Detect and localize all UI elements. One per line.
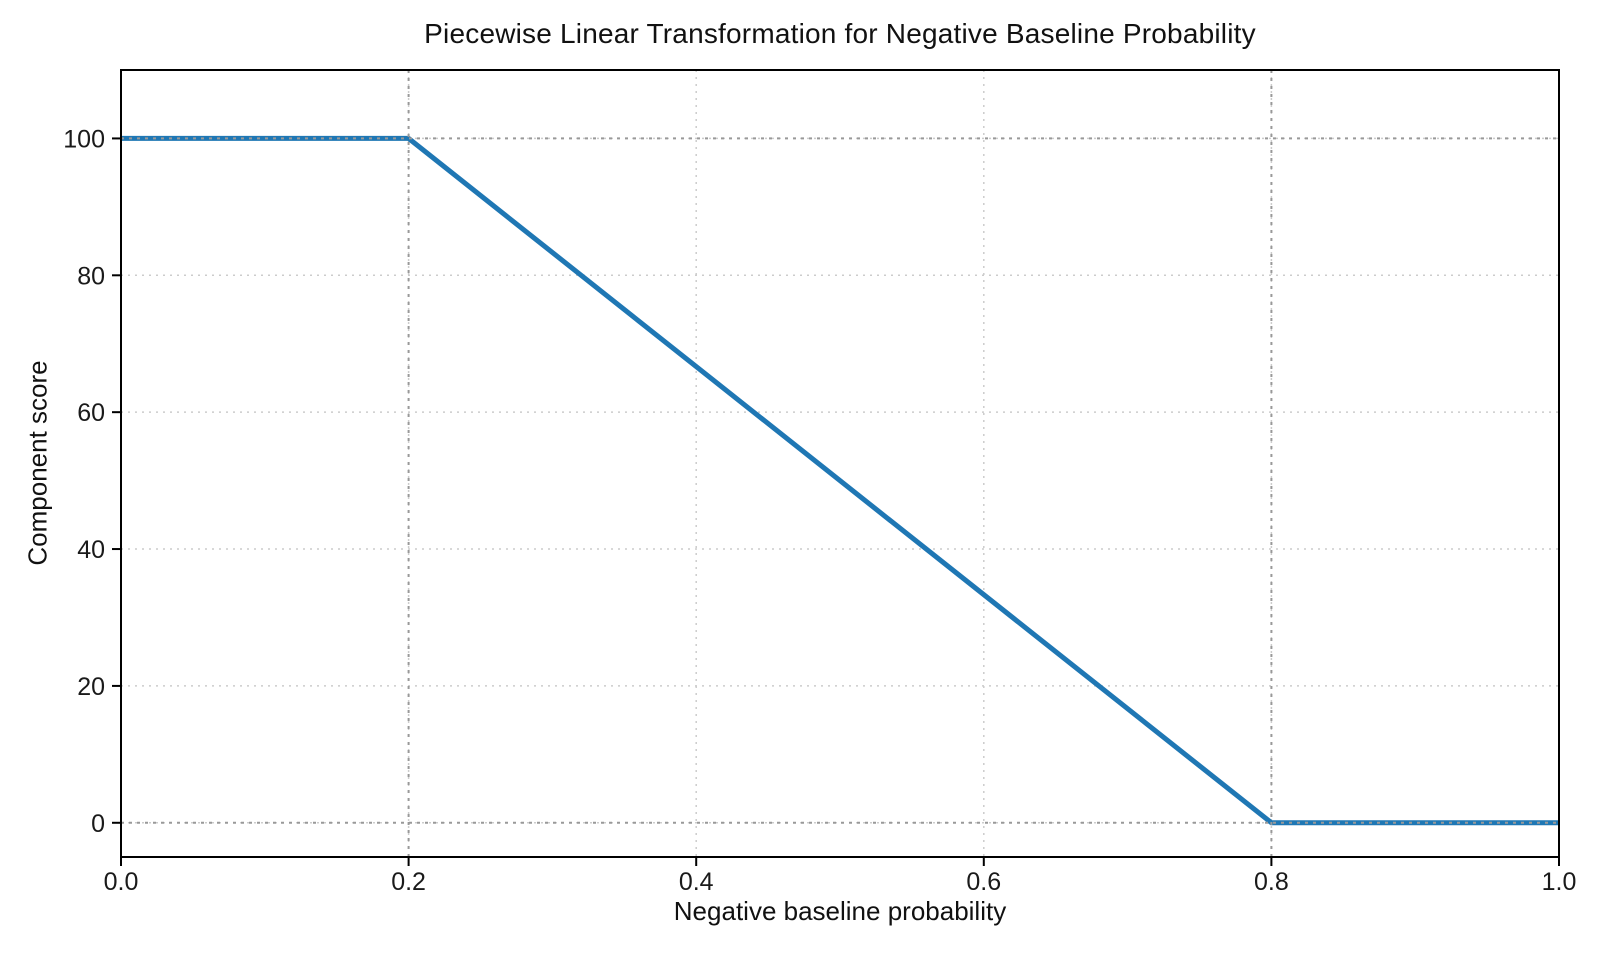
x-axis-label: Negative baseline probability — [673, 896, 1007, 926]
y-axis-label: Component score — [22, 360, 53, 566]
x-tick-label: 0.4 — [679, 868, 714, 896]
x-tick-label: 0.8 — [1254, 868, 1289, 896]
series-line — [121, 135, 1559, 826]
x-tick-label: 1.0 — [1542, 868, 1577, 896]
y-tick-label: 20 — [77, 673, 105, 701]
x-tick-label: 0.0 — [104, 868, 139, 896]
x-tick-label: 0.2 — [391, 868, 426, 896]
y-tick-label: 40 — [77, 536, 105, 564]
chart-title: Piecewise Linear Transformation for Nega… — [424, 18, 1256, 49]
y-tick-label: 100 — [63, 125, 105, 153]
y-tick-label: 60 — [77, 399, 105, 427]
y-tick-label: 80 — [77, 262, 105, 290]
y-tick-label: 0 — [91, 810, 105, 838]
plot-spines — [120, 69, 1560, 858]
x-tick-label: 0.6 — [966, 868, 1001, 896]
